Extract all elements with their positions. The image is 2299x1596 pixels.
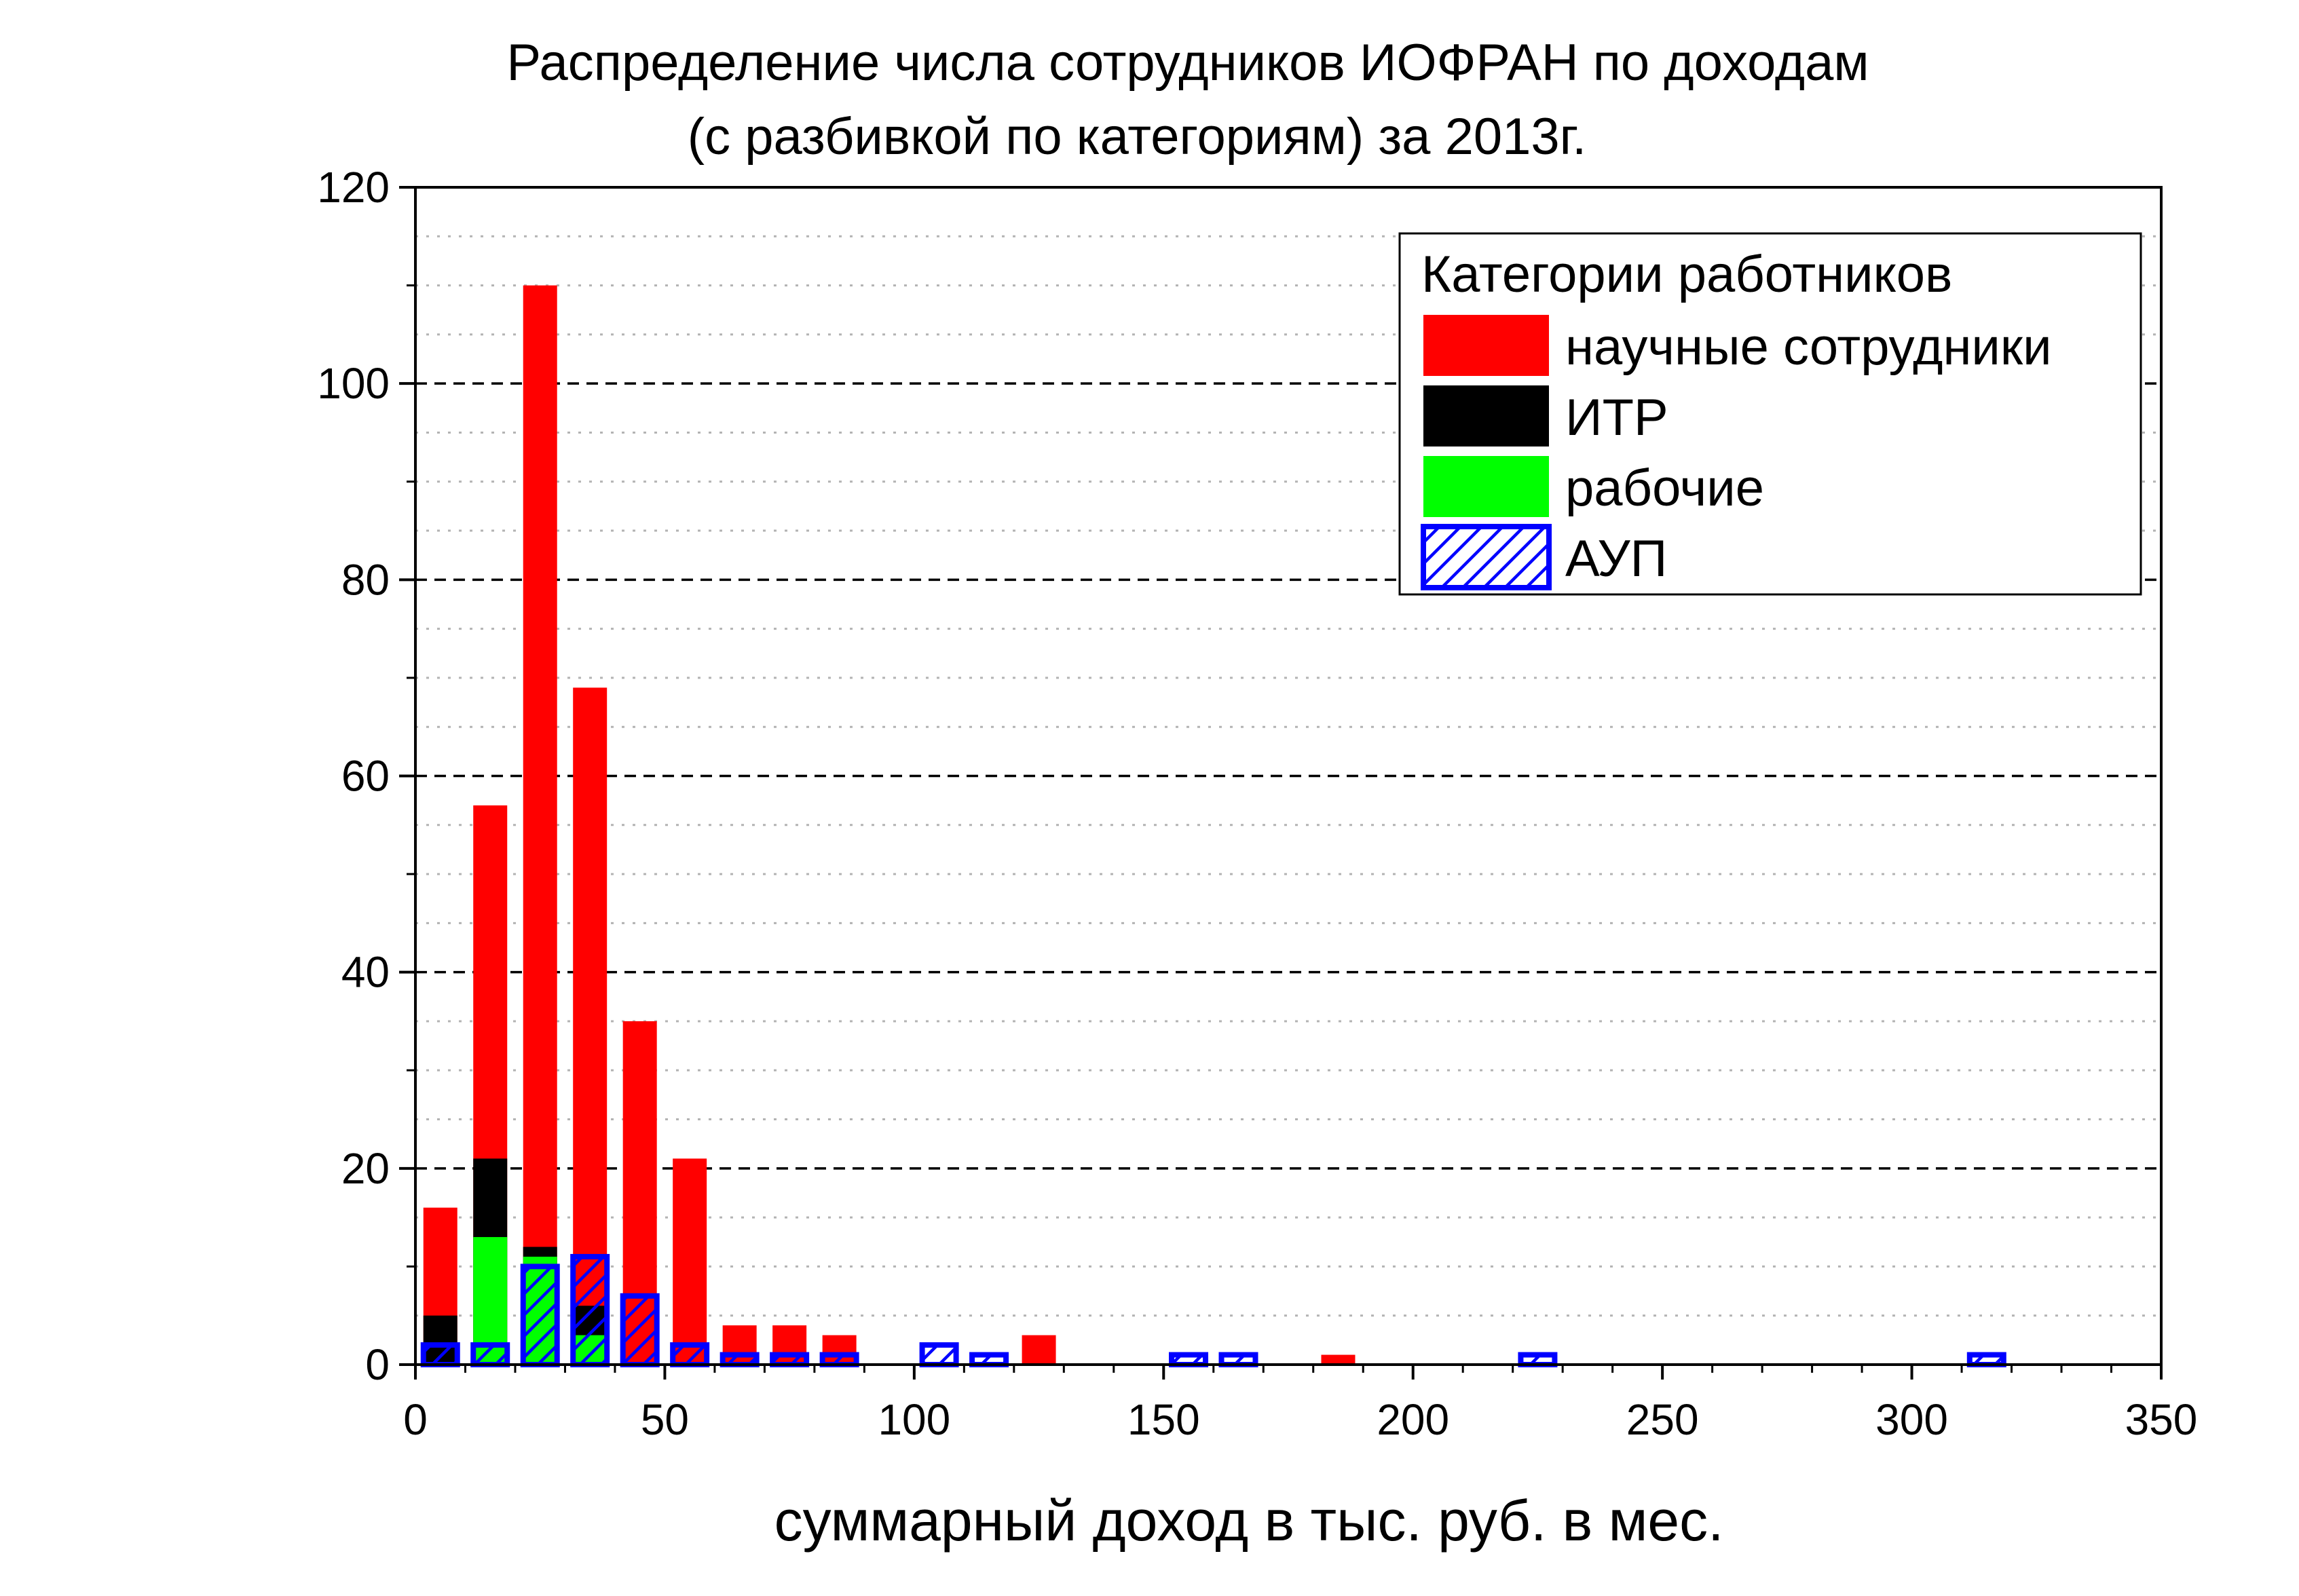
y-tick-label: 40 (341, 948, 390, 997)
bar-aup (770, 1352, 810, 1367)
bar-aup (570, 1253, 610, 1368)
legend: Категории работников научные сотрудники … (1398, 232, 2142, 596)
legend-swatch-itr (1423, 385, 1549, 446)
x-tick-label: 200 (1377, 1395, 1449, 1444)
bar-aup (1169, 1352, 1209, 1367)
legend-label-aup: АУП (1565, 530, 1667, 588)
x-tick-label: 100 (878, 1395, 950, 1444)
bar-aup (420, 1342, 460, 1368)
legend-title: Категории работников (1421, 246, 1952, 303)
legend-label-itr: ИТР (1565, 389, 1668, 446)
y-tick-label: 100 (317, 359, 390, 408)
bar-scientists (1321, 1354, 1356, 1365)
x-axis-label: суммарный доход в тыс. руб. в мес. (774, 1489, 1724, 1553)
bar-aup (819, 1352, 859, 1367)
y-tick-label: 120 (317, 163, 390, 212)
bar-aup (470, 1342, 510, 1368)
bar-scientists (1022, 1335, 1056, 1365)
bar-aup (1966, 1352, 2006, 1367)
x-tick-label: 300 (1875, 1395, 1948, 1444)
legend-swatch-workers (1423, 456, 1549, 517)
bar-scientists (523, 285, 557, 1365)
x-tick-label: 0 (403, 1395, 428, 1444)
chart-title-line2: (с разбивкой по категориям) за 2013г. (688, 108, 1586, 166)
legend-label-scientists: научные сотрудники (1565, 318, 2052, 376)
bar-scientists (573, 687, 608, 1365)
axes: 0 50 100 150 200 250 300 350 0 20 40 60 80 100 120 (317, 163, 2197, 1444)
x-tick-label: 50 (641, 1395, 689, 1444)
bar-aup (1518, 1352, 1558, 1367)
bar-scientists (673, 1158, 707, 1365)
x-tick-label: 150 (1127, 1395, 1200, 1444)
bar-aup (919, 1342, 959, 1368)
legend-swatch-scientists (1423, 315, 1549, 376)
y-tick-label: 0 (365, 1340, 390, 1389)
y-tick-label: 20 (341, 1144, 390, 1193)
x-tick-label: 250 (1626, 1395, 1699, 1444)
y-tick-label: 80 (341, 555, 390, 604)
bar-aup (620, 1293, 660, 1367)
legend-swatch-aup (1421, 524, 1552, 590)
x-tick-label: 350 (2125, 1395, 2198, 1444)
bar-aup (1218, 1352, 1258, 1367)
bar-aup (520, 1264, 560, 1367)
bar-aup (969, 1352, 1009, 1367)
bars (420, 285, 2006, 1368)
legend-label-workers: рабочие (1565, 459, 1764, 517)
bar-aup (719, 1352, 760, 1367)
y-tick-label: 60 (341, 752, 390, 801)
chart-title-line1: Распределение числа сотрудников ИОФРАН п… (506, 34, 1869, 92)
bar-aup (670, 1342, 710, 1368)
